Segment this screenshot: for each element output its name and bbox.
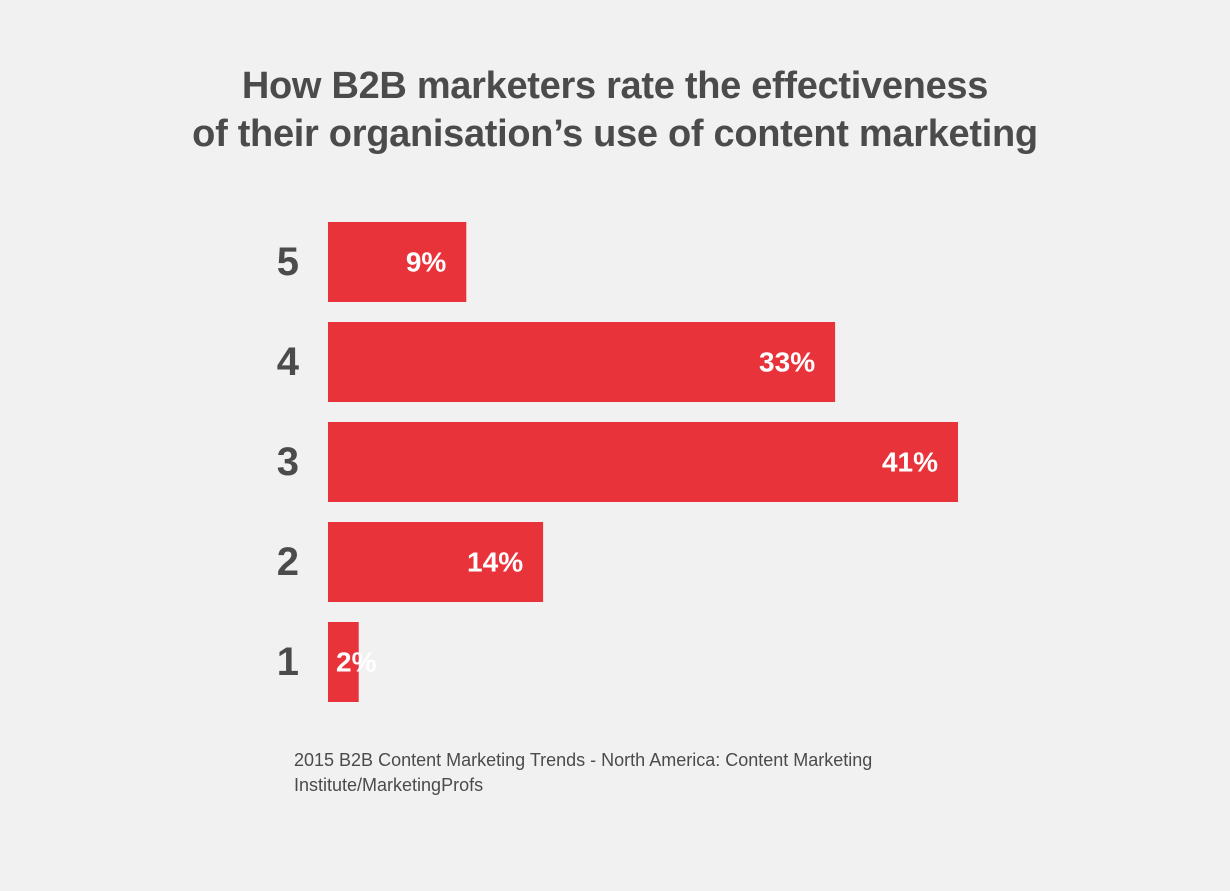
bar-2 (328, 522, 544, 602)
value-label-2: 14% (467, 547, 523, 578)
category-label-3: 3 (277, 440, 299, 484)
value-label-1: 2% (336, 647, 377, 678)
bar-3 (328, 422, 958, 502)
category-label-1: 1 (277, 640, 299, 684)
category-label-2: 2 (277, 540, 299, 584)
chart-title-line-1: How B2B marketers rate the effectiveness (241, 65, 989, 107)
chart-title: How B2B marketers rate the effectiveness… (0, 62, 1230, 158)
category-label-4: 4 (277, 340, 300, 384)
bar-1 (328, 622, 359, 702)
chart-title-line-2: of their organisation’s use of content m… (192, 113, 1038, 155)
bar-4 (328, 322, 836, 402)
category-label-5: 5 (277, 240, 299, 284)
chart-source: 2015 B2B Content Marketing Trends - Nort… (294, 750, 873, 795)
value-label-3: 41% (882, 447, 938, 478)
bar-5 (328, 222, 467, 302)
value-label-5: 9% (406, 247, 447, 278)
value-label-4: 33% (759, 347, 815, 378)
